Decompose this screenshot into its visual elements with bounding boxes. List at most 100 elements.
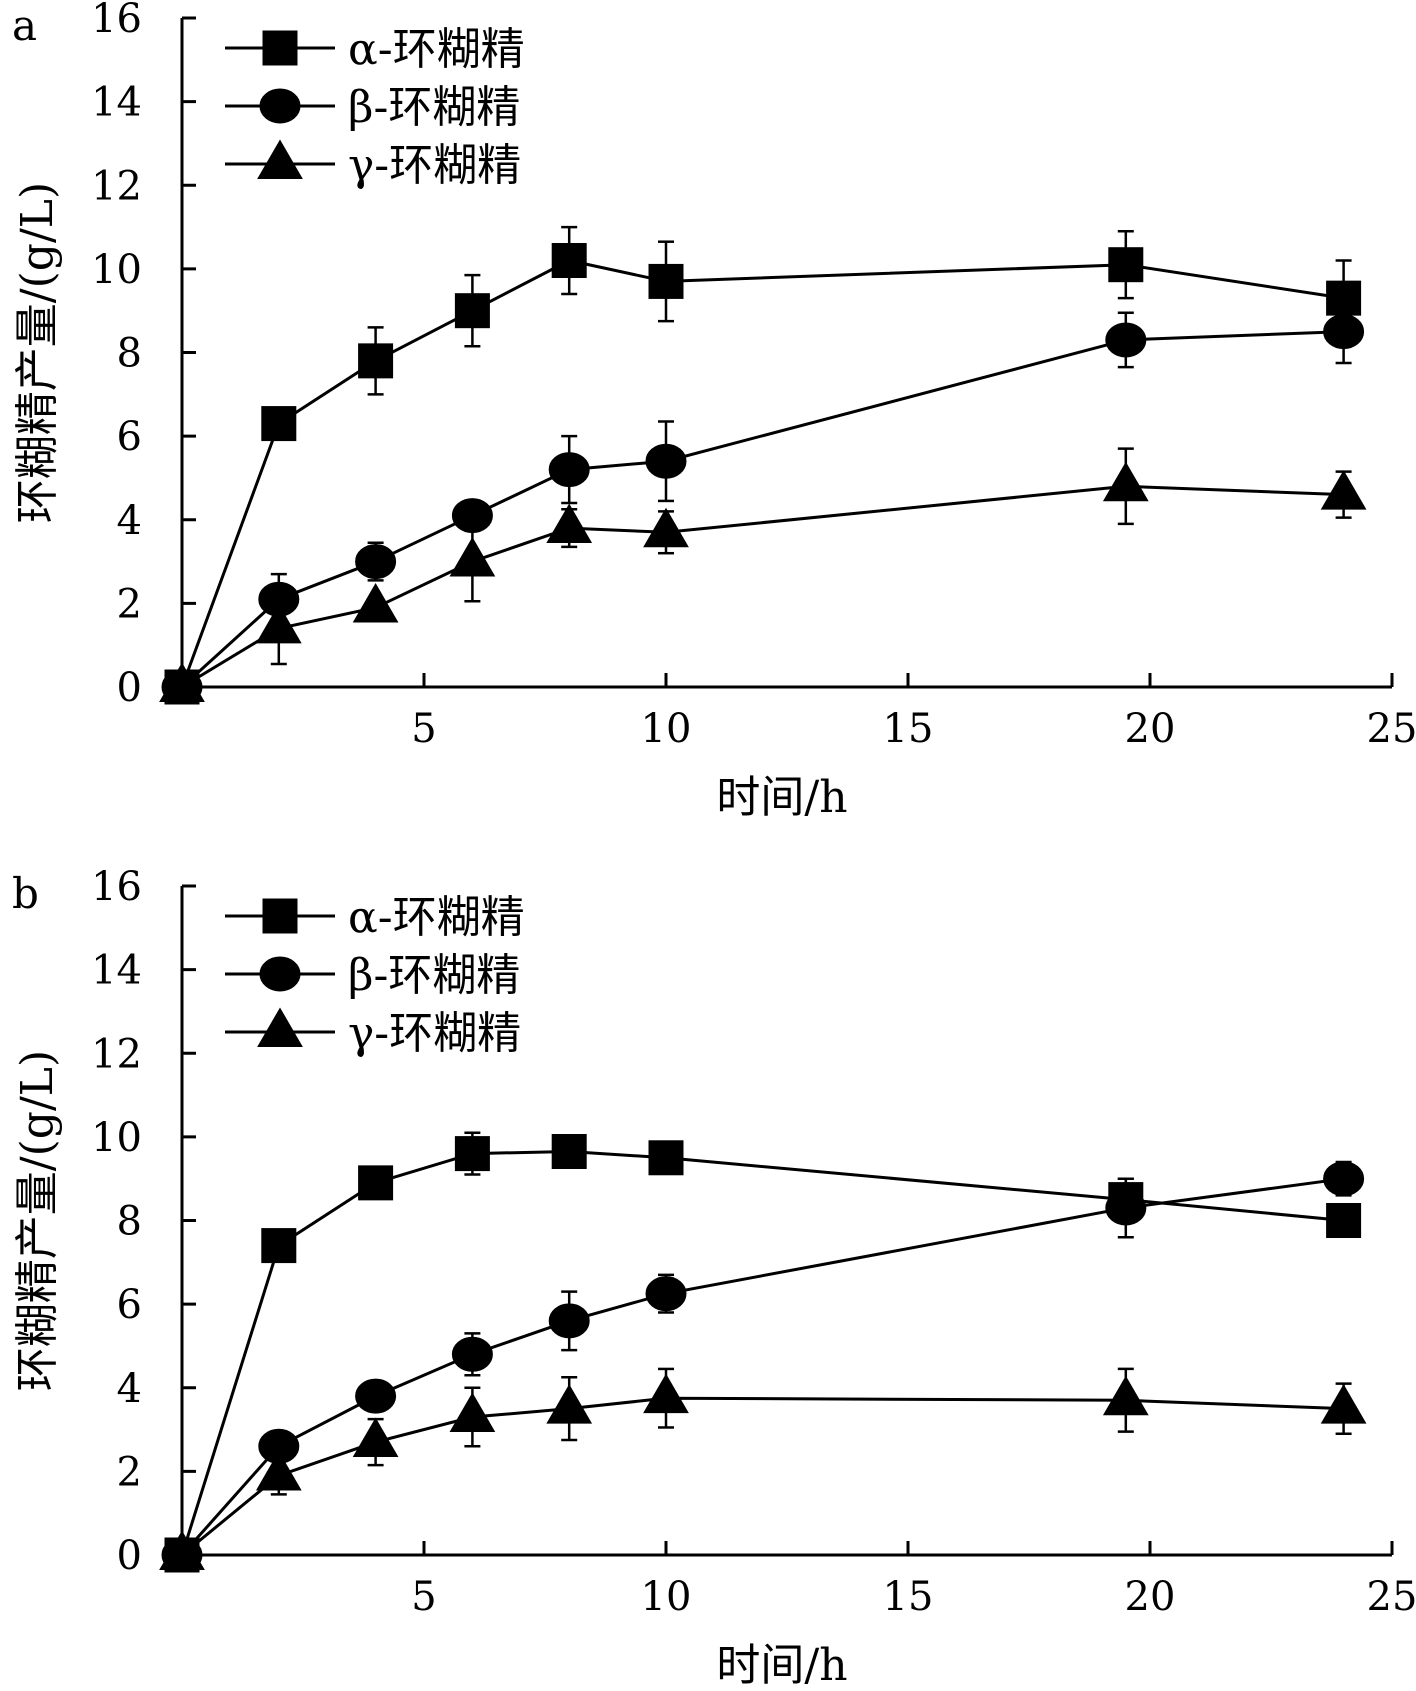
- y-tick-label: 6: [117, 414, 142, 460]
- chart-panel-a: 0 2 4 6 8 10 12 14 16 5 10 15 20 25 a 时间/h 环糊精产量/(g/L) α-…: [12, 0, 1416, 823]
- y-tick-label: 4: [117, 1366, 142, 1412]
- series-line: [180, 1177, 1344, 1556]
- y-tick-label: 14: [91, 948, 142, 994]
- legend-label: β-环糊精: [348, 82, 520, 133]
- legend-entry: γ-环糊精: [225, 1007, 521, 1059]
- data-point: [451, 1336, 493, 1372]
- series-square: [164, 225, 1362, 705]
- y-tick-label: 2: [117, 1449, 142, 1495]
- data-point: [159, 1530, 205, 1570]
- x-tick-label: 25: [1367, 1574, 1416, 1620]
- x-axis-title: 时间/h: [716, 1640, 847, 1691]
- legend-entry: β-环糊精: [225, 82, 520, 133]
- legend-label: β-环糊精: [348, 950, 520, 1001]
- x-tick-label: 25: [1367, 706, 1416, 752]
- legend-entry: α-环糊精: [225, 892, 525, 943]
- data-point: [1323, 1161, 1365, 1197]
- data-point: [546, 1384, 593, 1424]
- data-point: [546, 503, 593, 544]
- series-circle: [161, 1160, 1365, 1573]
- panel-label: b: [12, 869, 39, 918]
- y-tick-label: 0: [117, 1533, 142, 1579]
- legend-label: γ-环糊精: [348, 1008, 521, 1059]
- x-axis-title: 时间/h: [716, 772, 847, 823]
- y-tick-label: 8: [117, 331, 142, 377]
- data-point: [1320, 470, 1367, 510]
- chart-panel-b: 0 2 4 6 8 10 12 14 16 5 10 15 20 25 b 时间/h 环糊精产量/(g/L) α-…: [12, 864, 1416, 1691]
- y-tick-label: 10: [91, 1115, 142, 1161]
- series-line: [181, 484, 1344, 689]
- y-tick-label: 4: [117, 498, 142, 544]
- data-point: [358, 343, 394, 379]
- series-square: [164, 1131, 1362, 1573]
- y-tick-label: 0: [117, 665, 142, 711]
- y-tick-label: 8: [117, 1199, 142, 1245]
- data-point: [261, 1228, 297, 1264]
- x-tick-label: 5: [411, 1574, 436, 1620]
- data-point: [551, 243, 587, 279]
- legend-marker: [257, 1007, 303, 1047]
- data-point: [643, 1373, 689, 1414]
- x-tick-label: 20: [1125, 1574, 1176, 1620]
- legend-marker: [257, 139, 303, 179]
- legend-entry: α-环糊精: [225, 24, 525, 75]
- data-point: [454, 293, 490, 329]
- x-tick-label: 15: [883, 1574, 934, 1620]
- data-point: [648, 263, 684, 299]
- y-tick-label: 14: [91, 80, 142, 126]
- data-point: [352, 1417, 399, 1458]
- legend-label: γ-环糊精: [348, 140, 521, 191]
- data-point: [355, 1378, 397, 1414]
- data-point: [1105, 322, 1147, 358]
- data-point: [352, 582, 399, 623]
- data-point: [261, 406, 297, 442]
- legend-label: α-环糊精: [348, 24, 525, 75]
- panel-label: a: [12, 1, 37, 50]
- data-point: [1102, 1375, 1149, 1416]
- y-axis-title: 环糊精产量/(g/L): [12, 182, 63, 523]
- data-point: [548, 452, 590, 488]
- data-point: [643, 507, 689, 548]
- legend-marker: [262, 898, 298, 934]
- x-tick-label: 15: [883, 706, 934, 752]
- data-point: [255, 1450, 302, 1491]
- series-triangle: [159, 447, 1367, 702]
- data-point: [645, 443, 687, 479]
- data-point: [355, 544, 397, 580]
- x-tick-label: 5: [411, 706, 436, 752]
- y-tick-label: 12: [91, 1031, 142, 1077]
- x-tick-label: 10: [641, 1574, 692, 1620]
- data-point: [449, 537, 496, 577]
- series-line: [180, 330, 1344, 689]
- y-axis-title: 环糊精产量/(g/L): [12, 1050, 63, 1391]
- data-point: [255, 603, 302, 644]
- legend-marker: [259, 88, 301, 124]
- data-point: [358, 1165, 394, 1201]
- data-point: [1102, 461, 1149, 502]
- series-line: [180, 1150, 1344, 1556]
- y-tick-label: 6: [117, 1282, 142, 1328]
- data-point: [1108, 247, 1144, 283]
- y-tick-label: 16: [91, 864, 142, 910]
- series-circle: [161, 298, 1365, 705]
- data-point: [1326, 1203, 1362, 1238]
- legend-marker: [259, 956, 301, 992]
- data-point: [645, 1276, 687, 1312]
- series-triangle: [159, 1367, 1367, 1570]
- data-point: [159, 662, 205, 702]
- data-point: [1105, 1190, 1147, 1226]
- data-point: [551, 1134, 587, 1170]
- data-point: [1320, 1384, 1367, 1424]
- x-tick-label: 20: [1125, 706, 1176, 752]
- data-point: [454, 1136, 490, 1172]
- legend-entry: β-环糊精: [225, 950, 520, 1001]
- legend-label: α-环糊精: [348, 892, 525, 943]
- y-tick-label: 10: [91, 247, 142, 293]
- y-tick-label: 2: [117, 581, 142, 627]
- x-tick-label: 10: [641, 706, 692, 752]
- y-tick-label: 16: [91, 0, 142, 42]
- series-line: [181, 1396, 1344, 1557]
- y-tick-label: 12: [91, 163, 142, 209]
- data-point: [1323, 314, 1365, 350]
